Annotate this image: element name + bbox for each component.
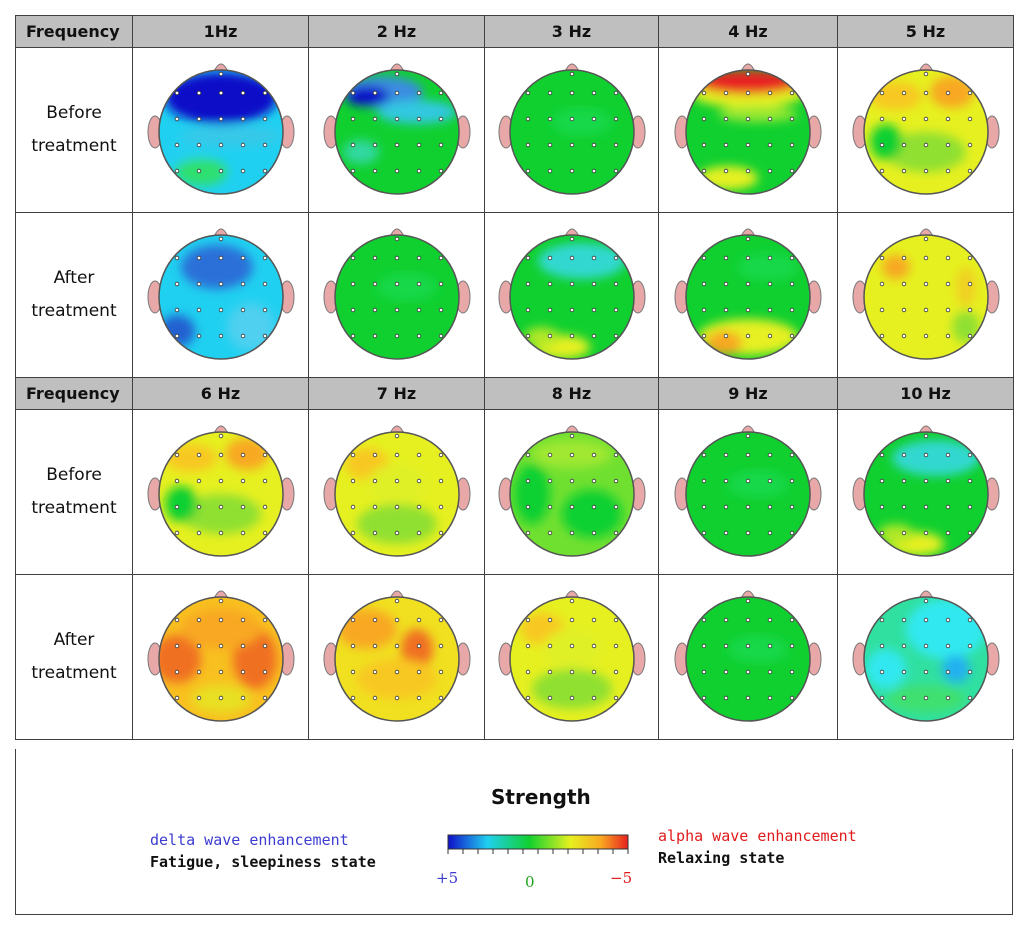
topomap-before-8hz (484, 409, 659, 575)
scale-tick-zero: 0 (525, 873, 535, 891)
row-after-top: After treatment (15, 212, 1014, 378)
scalp-topomap-svg (323, 425, 470, 557)
scalp-topomap-svg (674, 590, 822, 722)
alpha-wave-label: alpha wave enhancement (658, 827, 857, 845)
relaxing-state-label: Relaxing state (658, 849, 785, 867)
topomap-after-10hz (837, 574, 1014, 740)
freq-9hz: 9 Hz (658, 377, 838, 410)
scalp-topomap-svg (498, 425, 645, 557)
topomap-before-7hz (308, 409, 485, 575)
scalp-topomap-svg (498, 590, 645, 722)
legend-panel: Strength delta wave enhancement Fatigue,… (15, 749, 1013, 915)
scale-tick-minus5: −5 (610, 869, 633, 887)
header-row-bottom: Frequency 6 Hz 7 Hz 8 Hz 9 Hz 10 Hz (15, 377, 1014, 410)
freq-7hz: 7 Hz (308, 377, 485, 410)
topomap-before-2hz (308, 47, 485, 213)
topomap-after-1hz (132, 212, 309, 378)
strength-colorbar (447, 834, 629, 854)
topomap-after-4hz (658, 212, 838, 378)
row-label-before: Before treatment (15, 47, 133, 213)
legend-title: Strength (491, 785, 591, 809)
scalp-topomap-svg (674, 425, 822, 557)
row-before-top: Before treatment (15, 47, 1014, 213)
freq-2hz: 2 Hz (308, 15, 485, 48)
scalp-topomap-svg (852, 425, 999, 557)
topomap-grid: Frequency 1Hz 2 Hz 3 Hz 4 Hz 5 Hz Before… (15, 15, 1014, 740)
row-label-after: After treatment (15, 212, 133, 378)
scalp-topomap-svg (323, 63, 470, 195)
topomap-before-3hz (484, 47, 659, 213)
figure: Frequency 1Hz 2 Hz 3 Hz 4 Hz 5 Hz Before… (15, 15, 1014, 915)
topomap-after-3hz (484, 212, 659, 378)
fatigue-state-label: Fatigue, sleepiness state (150, 853, 376, 871)
row-before-bottom: Before treatment (15, 409, 1014, 575)
scalp-topomap-svg (147, 425, 294, 557)
topomap-before-1hz (132, 47, 309, 213)
scalp-topomap-svg (147, 228, 294, 360)
freq-10hz: 10 Hz (837, 377, 1014, 410)
freq-1hz: 1Hz (132, 15, 309, 48)
scalp-topomap-svg (852, 590, 999, 722)
freq-5hz: 5 Hz (837, 15, 1014, 48)
topomap-before-9hz (658, 409, 838, 575)
scalp-topomap-svg (852, 228, 999, 360)
scalp-topomap-svg (147, 63, 294, 195)
frequency-header: Frequency (15, 15, 133, 48)
freq-8hz: 8 Hz (484, 377, 659, 410)
topomap-after-5hz (837, 212, 1014, 378)
topomap-after-8hz (484, 574, 659, 740)
topomap-after-9hz (658, 574, 838, 740)
scalp-topomap-svg (147, 590, 294, 722)
topomap-after-7hz (308, 574, 485, 740)
topomap-before-6hz (132, 409, 309, 575)
scalp-topomap-svg (498, 63, 645, 195)
freq-6hz: 6 Hz (132, 377, 309, 410)
freq-3hz: 3 Hz (484, 15, 659, 48)
topomap-before-5hz (837, 47, 1014, 213)
scalp-topomap-svg (674, 228, 822, 360)
topomap-after-2hz (308, 212, 485, 378)
header-row-top: Frequency 1Hz 2 Hz 3 Hz 4 Hz 5 Hz (15, 15, 1014, 48)
row-label-before: Before treatment (15, 409, 133, 575)
topomap-before-4hz (658, 47, 838, 213)
frequency-header: Frequency (15, 377, 133, 410)
freq-4hz: 4 Hz (658, 15, 838, 48)
topomap-after-6hz (132, 574, 309, 740)
row-after-bottom: After treatment (15, 574, 1014, 740)
scalp-topomap-svg (323, 590, 470, 722)
topomap-before-10hz (837, 409, 1014, 575)
scale-tick-plus5: +5 (436, 869, 459, 887)
scalp-topomap-svg (852, 63, 999, 195)
scalp-topomap-svg (323, 228, 470, 360)
delta-wave-label: delta wave enhancement (150, 831, 349, 849)
scalp-topomap-svg (498, 228, 645, 360)
scalp-topomap-svg (674, 63, 822, 195)
row-label-after: After treatment (15, 574, 133, 740)
